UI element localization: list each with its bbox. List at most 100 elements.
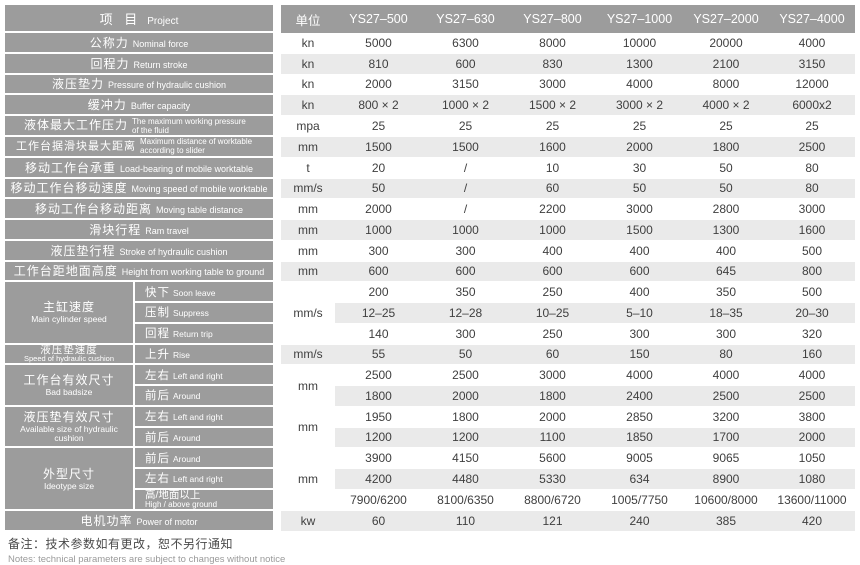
table-row: 主缸速度 Main cylinder speed 快下 Soon leave mm/… [5,282,855,345]
value-cell: 3150 [769,53,855,75]
value-cell: 6000x2 [769,95,855,116]
value-cell: 60 [509,344,596,366]
sub-label-zh: 高/地面以上 [145,489,201,501]
sub-label: 压制 Suppress [133,303,273,324]
sub-label-zh: 回程 [145,328,170,341]
row-label-en: Maximum distance of worktable according … [140,137,253,156]
table-row: 滑块行程 Ram travel mm 1000 1000 1000 1500 1300 16… [5,220,855,241]
value-cell: 350 [683,282,769,304]
sub-label: 高/地面以上 High / above ground [133,489,273,512]
unit-cell: t [281,157,335,179]
value-cell: 250 [509,323,596,345]
row-label-zh: 移动工作台移动距离 [34,202,152,217]
table-row: 缓冲力 Buffer capacity kn 800 × 2 1000 × 2 150… [5,95,855,116]
value-cell: 1500 [422,137,509,158]
project-header-en: Project [147,15,179,27]
table-row: 回程力 Return stroke kn 810 600 830 1300 2100 315… [5,53,855,75]
value-cell: 50 [422,344,509,366]
value-cell: 13600/11000 [769,489,855,512]
row-label-zh: 回程力 [90,56,130,71]
value-cell: 4000 [596,365,683,387]
table-header-row: 项 目 Project 单位 YS27–500 YS27–630 YS27–800… [5,5,855,532]
value-cell: 600 [422,53,509,75]
model-header: YS27–800 [509,5,596,33]
value-cell: 3900 [335,448,422,470]
model-header: YS27–2000 [683,5,769,33]
group-label-cushion-speed: 液压垫速度 Speed of hydraulic cushion [5,344,133,366]
value-cell: 3000 [509,365,596,387]
row-label-zh: 液压垫力 [51,77,104,92]
value-cell: 300 [335,240,422,262]
value-cell: / [422,199,509,221]
row-label: 液压垫行程 Stroke of hydraulic cushion [5,240,273,262]
value-cell: 420 [769,511,855,532]
sub-label-en: Around [173,432,201,443]
value-cell: 4150 [422,448,509,470]
value-cell: 1500 [335,137,422,158]
sub-label-en: Soon leave [173,287,216,298]
table-row: 前后 Around 1800 2000 1800 2400 2500 2500 [5,386,855,407]
value-cell: 2500 [769,137,855,158]
row-label-zh: 缓冲力 [87,98,127,113]
sub-label-zh: 快下 [145,286,170,299]
group-label-zh: 液压垫速度 [40,344,98,356]
row-label-en: Power of motor [136,517,198,528]
unit-cell: mm/s [281,178,335,200]
sub-label: 左右 Left and right [133,365,273,387]
value-cell: 1300 [596,53,683,75]
value-cell: 2500 [769,386,855,407]
value-cell: 1800 [683,137,769,158]
value-cell: 1050 [769,448,855,470]
value-cell: 1600 [769,220,855,241]
value-cell: 800 [769,261,855,283]
value-cell: 1200 [422,427,509,449]
row-label-en: Height from working table to ground [121,267,265,278]
unit-cell: mm/s [281,344,335,366]
row-label-en: Ram travel [145,225,189,236]
value-cell: 800 × 2 [335,95,422,116]
value-cell: 2200 [509,199,596,221]
value-cell: 1005/7750 [596,489,683,512]
value-cell: 25 [335,116,422,138]
value-cell: 12–28 [422,303,509,324]
table-row: 外型尺寸 Ideotype size 前后 Around mm 3900 4150 56… [5,448,855,512]
value-cell: 2000 [769,427,855,449]
value-cell: 4200 [335,469,422,490]
value-cell: 600 [335,261,422,283]
table-row: 电机功率 Power of motor kw 60 110 121 240 385 420 [5,511,855,532]
value-cell: 2500 [422,365,509,387]
table-row: 工作台距地面高度 Height from working table to gro… [5,261,855,283]
value-cell: 12000 [769,74,855,96]
value-cell: 10 [509,157,596,179]
value-cell: 55 [335,344,422,366]
value-cell: 9065 [683,448,769,470]
sub-label-zh: 左右 [145,411,170,424]
value-cell: 634 [596,469,683,490]
unit-cell: mm [281,240,335,262]
footnote-chinese: 备注：技术参数如有更改，恕不另行通知 [8,537,234,551]
sub-label: 回程 Return trip [133,323,273,345]
sub-label-zh: 上升 [145,348,170,361]
group-label-zh: 液压垫有效尺寸 [23,409,115,424]
value-cell: 60 [335,511,422,532]
row-label-en: Moving table distance [155,205,244,216]
value-cell: 810 [335,53,422,75]
value-cell: 25 [769,116,855,138]
value-cell: 20000 [683,33,769,54]
value-cell: 1300 [683,220,769,241]
model-header: YS27–4000 [769,5,855,33]
value-cell: 3000 × 2 [596,95,683,116]
value-cell: 5600 [509,448,596,470]
value-cell: 3000 [769,199,855,221]
row-label-zh: 滑块行程 [89,222,142,237]
value-cell: 400 [683,240,769,262]
row-label-en: Moving speed of mobile worktable [131,184,268,195]
row-label: 公称力 Nominal force [5,33,273,54]
value-cell: 4000 [683,365,769,387]
value-cell: 80 [769,178,855,200]
value-cell: 1200 [335,427,422,449]
sub-label-zh: 前后 [145,452,170,465]
project-header: 项 目 Project [5,5,273,33]
value-cell: 1700 [683,427,769,449]
table-row: 液压垫有效尺寸 Available size of hydraulic cushi… [5,406,855,449]
